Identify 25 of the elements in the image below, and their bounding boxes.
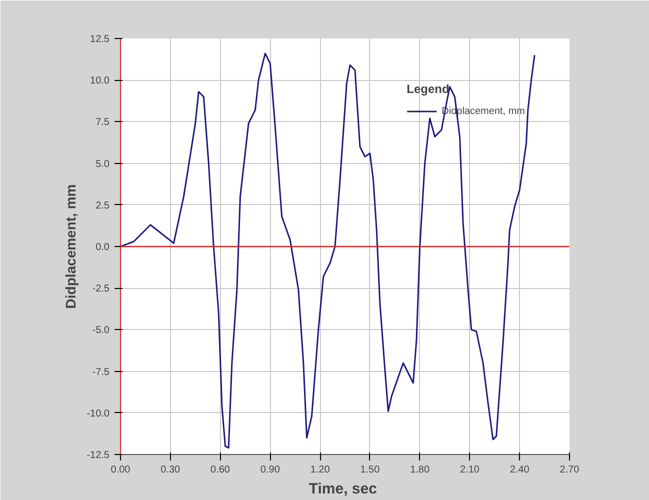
y-tick-label: -12.5 bbox=[86, 450, 110, 461]
y-tick-label: 2.5 bbox=[96, 200, 110, 212]
y-tick-label: 0.0 bbox=[96, 242, 110, 253]
x-tick-label: 0.60 bbox=[210, 464, 230, 476]
x-tick-label: 1.80 bbox=[410, 464, 430, 476]
x-tick-label: 2.10 bbox=[460, 464, 480, 476]
x-tick-label: 0.90 bbox=[260, 464, 280, 476]
x-tick-label: 1.20 bbox=[310, 464, 330, 476]
y-tick-label: -2.5 bbox=[92, 284, 110, 295]
x-axis-title: Time, sec bbox=[308, 480, 377, 498]
x-tick-label: 0.00 bbox=[110, 464, 131, 476]
y-tick-label: 7.5 bbox=[96, 117, 110, 128]
line-series bbox=[120, 52, 536, 449]
x-tick-label: 2.70 bbox=[560, 464, 580, 476]
y-tick-label: 5.0 bbox=[96, 158, 110, 170]
x-tick-label: 0.30 bbox=[160, 464, 181, 476]
y-tick-label: 10.0 bbox=[90, 76, 110, 87]
x-tick-label: 1.50 bbox=[360, 464, 380, 476]
x-tick-label: 2.40 bbox=[510, 464, 530, 476]
y-tick-label: -7.5 bbox=[92, 366, 110, 378]
legend-title: Legend bbox=[406, 82, 450, 96]
y-tick-label: -10.0 bbox=[86, 408, 110, 420]
y-tick-label: -5.0 bbox=[92, 325, 110, 336]
y-axis-title: Didplacement, mm bbox=[62, 184, 79, 309]
y-tick-label: 12.5 bbox=[90, 34, 110, 45]
